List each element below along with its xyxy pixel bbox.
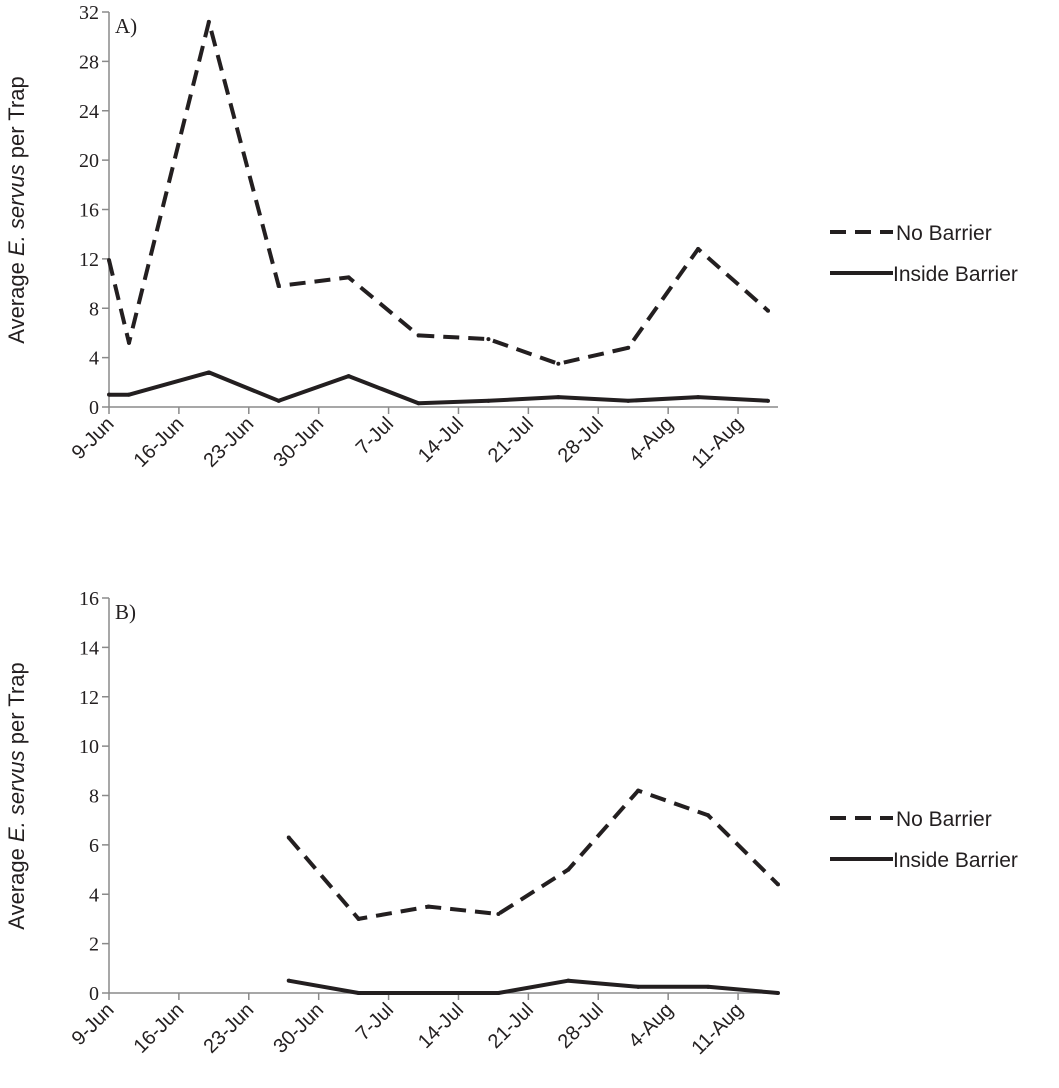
panel-b-x-tick-label: 30-Jun [269,999,328,1058]
panel-b-x-tick-label: 16-Jun [130,999,189,1058]
panel-a-x-tick-label: 23-Jun [200,413,259,472]
panel-b-y-tick-label: 10 [79,736,99,758]
panel-b-series-inside-barrier-point [286,978,291,983]
panel-b-x-tick-label: 23-Jun [200,999,259,1058]
panel-a-y-tick-label: 8 [89,298,99,320]
panel-b-series-no-barrier-point [636,788,641,793]
panel-a-series-inside-barrier-point [276,398,281,403]
panel-a-series-no-barrier-point [556,361,561,366]
panel-a-series-no-barrier-point [346,275,351,280]
panel-a-series-inside-barrier-point [126,392,131,397]
panel-b-x-tick-label: 28-Jul [554,999,608,1053]
panel-b-x-tick-label: 9-Jun [68,999,119,1050]
panel-b-y-tick-label: 14 [79,637,99,659]
panel-a-series-inside-barrier-point [206,370,211,375]
panel-a-series-inside-barrier-line [109,370,769,406]
panel-b-y-tick-label: 6 [89,835,99,857]
panel-a-y-tick-label: 24 [79,101,99,123]
panel-b-series-no-barrier-line [287,788,780,921]
panel-b-x-tick-label: 21-Jul [484,999,538,1053]
panel-a-series-no-barrier-line [107,19,770,366]
panel-b-series-no-barrier-point [566,867,571,872]
panel-b-y-tick-label: 2 [89,934,99,956]
panel-b-series-no-barrier-point [286,835,291,840]
panel-b-legend-inside-barrier-label: Inside Barrier [893,849,1018,872]
panel-b-series-no-barrier-point [356,916,361,921]
panel-b-series-no-barrier-point [776,882,780,887]
panel-a: A) Average E. servus per Trap 0 4 8 12 16 20 2… [4,2,1018,473]
panel-b-series-inside-barrier-point [496,991,501,995]
panel-a-series-no-barrier-point [766,308,771,313]
panel-b-y-tick-label: 0 [89,983,99,1005]
panel-a-series-no-barrier-point [626,345,631,350]
panel-b-y-tick-label: 16 [79,588,99,610]
panel-b-series-inside-barrier-point [356,991,361,995]
panel-a-legend-no-barrier-label: No Barrier [896,222,992,245]
panel-a-series-no-barrier-point [416,333,421,338]
panel-a-x-tick-label: 4-Aug [624,413,677,466]
panel-a-y-tick-label: 20 [79,150,99,172]
panel-b-series-inside-barrier-point [636,984,641,989]
panel-b-y-tick-label: 12 [79,687,99,709]
panel-a-series-no-barrier-point [486,337,491,342]
panel-a-series-inside-barrier-point [696,395,701,400]
panel-b-series-inside-barrier-point [706,984,711,989]
panel-a-series-inside-barrier-point [416,401,421,406]
panel-b-series-inside-barrier-point [776,991,780,995]
panel-a-series-inside-barrier-point [626,398,631,403]
panel-b: B) Average E. servus per Trap 0 2 4 6 8 10 12 1… [4,588,1018,1059]
panel-a-series-no-barrier-point [276,284,281,289]
panel-b-series-inside-barrier-point [566,978,571,983]
panel-a-series-inside-barrier-point [107,392,111,397]
panel-a-x-tick-label: 16-Jun [130,413,189,472]
panel-a-series-inside-barrier-point [346,374,351,379]
panel-a-x-tick-label: 7-Jul [352,413,398,459]
panel-a-y-axis-label: Average E. servus per Trap [4,76,29,343]
panel-b-series-inside-barrier-line [288,978,779,995]
panel-a-x-tick-label: 11-Aug [687,413,747,473]
panel-a-label: A) [115,14,137,38]
panel-a-y-tick-label: 32 [79,2,99,24]
panel-a-x-tick-label: 28-Jul [554,413,608,467]
panel-a-x-tick-label: 21-Jul [484,413,538,467]
panel-a-x-tick-label: 9-Jun [68,413,119,464]
panel-a-series-inside-barrier-point [556,395,561,400]
panel-b-y-tick-label: 4 [89,884,99,906]
panel-a-y-tick-label: 28 [79,51,99,73]
panel-b-x-tick-label: 14-Jul [414,999,468,1053]
panel-b-series-no-barrier-point [706,813,711,818]
panel-b-label: B) [115,600,136,624]
panel-b-y-tick-label: 8 [89,786,99,808]
panel-a-series-no-barrier-point [206,19,211,24]
panel-b-series-inside-barrier-point [426,991,431,995]
panel-a-series-no-barrier-point [107,258,111,263]
panel-b-x-tick-label: 7-Jul [352,999,398,1045]
panel-b-series-no-barrier-point [426,904,431,909]
panel-a-series-no-barrier-point [696,247,701,251]
panel-a-y-tick-label: 0 [89,397,99,419]
panel-a-x-tick-label: 14-Jul [414,413,468,467]
panel-a-series-inside-barrier-point [486,398,491,403]
panel-a-y-tick-label: 4 [89,348,99,370]
panel-a-series-no-barrier-point [126,340,131,345]
panel-a-y-tick-label: 12 [79,249,99,271]
panel-a-series-inside-barrier-point [766,398,771,403]
panel-b-x-tick-label: 4-Aug [624,999,677,1052]
panel-a-y-tick-label: 16 [79,200,99,222]
panel-b-x-tick-label: 11-Aug [687,999,747,1059]
panel-b-y-axis-label: Average E. servus per Trap [4,662,29,929]
panel-b-legend-no-barrier-label: No Barrier [896,808,992,831]
panel-b-series-no-barrier-point [496,912,501,916]
panel-a-x-tick-label: 30-Jun [269,413,328,472]
panel-a-legend-inside-barrier-label: Inside Barrier [893,263,1018,286]
